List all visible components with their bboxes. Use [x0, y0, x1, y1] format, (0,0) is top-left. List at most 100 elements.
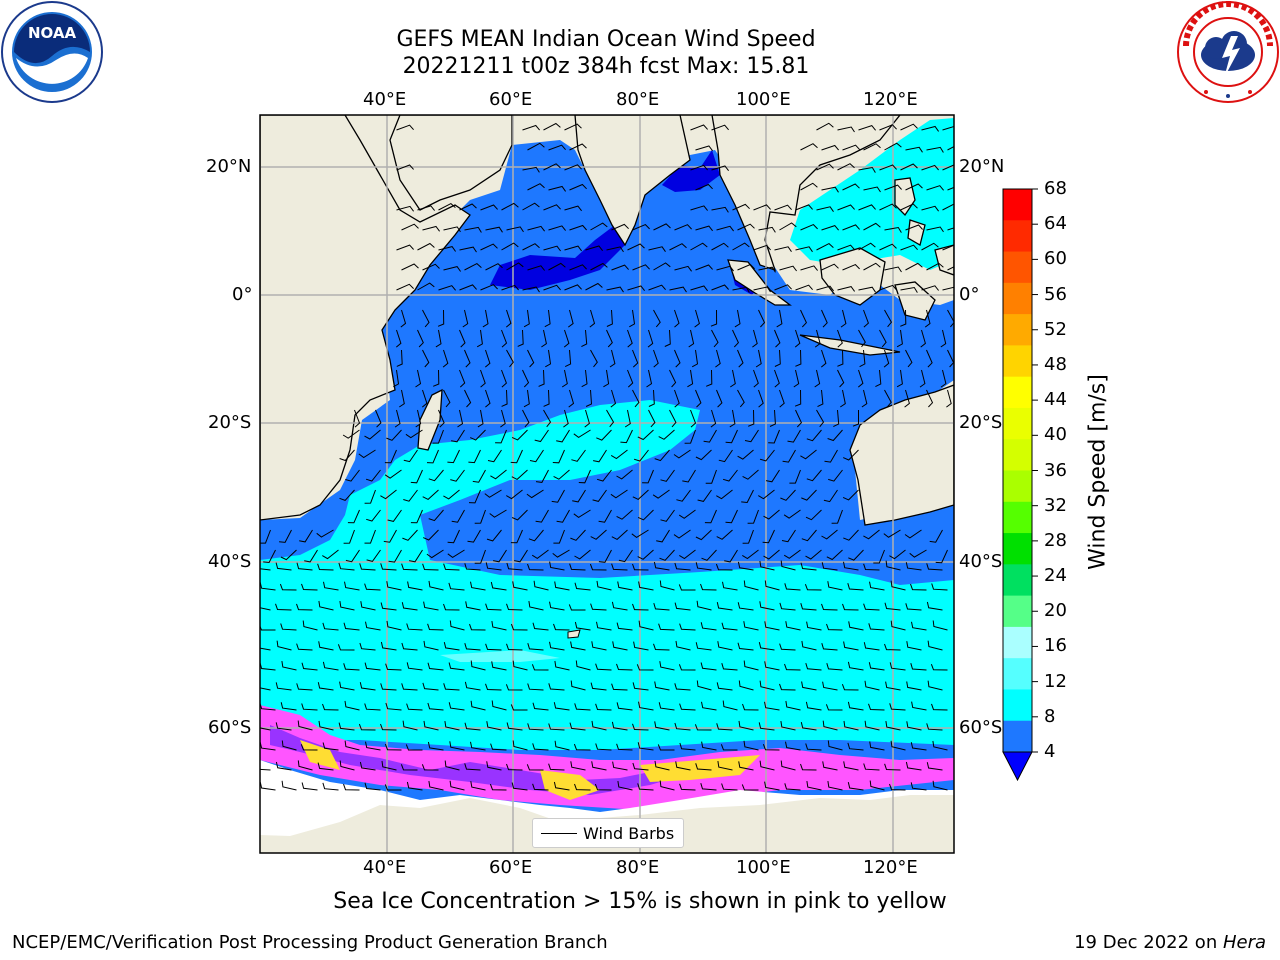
- wind-barb: [318, 600, 334, 611]
- wind-barb: [506, 722, 523, 731]
- wind-barb: [344, 700, 360, 711]
- wind-barb: [487, 449, 502, 463]
- wind-barb: [780, 721, 796, 731]
- wind-barb: [638, 620, 654, 631]
- wind-barb: [275, 682, 292, 691]
- wind-barb: [695, 562, 712, 571]
- wind-barb: [932, 620, 948, 631]
- wind-barb: [884, 763, 901, 771]
- wind-barb: [858, 166, 876, 173]
- wind-barb: [627, 369, 634, 388]
- wind-barb: [716, 489, 733, 500]
- wind-barb: [744, 429, 759, 443]
- wind-barb: [806, 469, 822, 482]
- wind-barb: [388, 549, 402, 563]
- wind-barb: [512, 740, 528, 751]
- wind-barb: [885, 681, 901, 691]
- wind-barb: [527, 225, 545, 232]
- wind-barb: [590, 682, 607, 691]
- wind-barb: [669, 409, 677, 428]
- wind-barb: [715, 349, 721, 368]
- colorbar-tick-label: 4: [1044, 741, 1056, 762]
- wind-barb: [470, 781, 486, 791]
- wind-barb: [572, 489, 586, 503]
- wind-barb: [776, 309, 783, 328]
- wind-barb: [474, 509, 486, 524]
- wind-barb: [593, 449, 607, 463]
- right-lat-label-0: 0°: [959, 284, 980, 305]
- wind-barb: [339, 760, 355, 771]
- wind-barb: [338, 722, 355, 731]
- wind-barb: [570, 761, 586, 771]
- wind-barb: [947, 266, 954, 271]
- wind-barb: [594, 783, 612, 791]
- wind-barb: [364, 429, 381, 440]
- wind-barb: [606, 409, 615, 428]
- wind-barb: [837, 163, 855, 171]
- wind-barb: [732, 286, 750, 293]
- wind-barb: [611, 721, 628, 731]
- wind-barb: [947, 309, 954, 328]
- ocean-wind-8-12-south: [260, 400, 954, 750]
- wind-barb: [863, 529, 880, 540]
- wind-barb: [805, 662, 822, 671]
- wind-barb: [543, 122, 561, 131]
- wind-barb: [632, 224, 650, 231]
- wind-barb: [932, 740, 948, 751]
- wind-barb: [385, 663, 402, 671]
- wind-barb: [753, 204, 771, 211]
- wind-barb: [926, 601, 943, 611]
- wind-barb: [711, 329, 719, 348]
- wind-barb: [396, 124, 414, 131]
- wind-barb: [926, 389, 934, 408]
- wind-barb: [884, 142, 902, 151]
- wind-barb: [422, 489, 439, 500]
- wind-barb: [606, 329, 613, 348]
- wind-barb: [596, 469, 612, 482]
- wind-barb: [779, 643, 796, 651]
- wind-barb: [549, 601, 565, 611]
- wind-barb: [527, 683, 544, 691]
- wind-barb-legend-label: Wind Barbs: [583, 823, 675, 843]
- wind-barb: [800, 309, 807, 328]
- wind-barb: [573, 429, 591, 439]
- wind-barb: [653, 309, 661, 328]
- wind-barb: [522, 202, 540, 211]
- wind-barb: [774, 284, 792, 291]
- wind-barb: [800, 265, 818, 271]
- wind-barb: [401, 563, 418, 571]
- wind-barb: [531, 549, 549, 560]
- ocean-wind-0-4-bengal: [662, 150, 720, 192]
- wind-barb: [570, 529, 586, 541]
- wind-barb: [653, 561, 670, 571]
- wind-barb: [863, 309, 869, 328]
- wind-barb: [884, 226, 902, 233]
- wind-barb: [762, 529, 775, 544]
- wind-barb: [432, 429, 444, 444]
- wind-barb: [821, 263, 839, 271]
- wind-barb: [611, 683, 628, 691]
- wind-barb: [598, 509, 612, 523]
- wind-barb: [506, 643, 523, 651]
- wind-barb: [921, 205, 940, 212]
- wind-barb: [633, 449, 649, 462]
- wind-barb: [422, 682, 439, 691]
- wind-barb: [737, 389, 745, 408]
- wind-barb: [427, 702, 444, 711]
- wind-barb: [868, 623, 885, 631]
- wind-barb: [827, 781, 843, 791]
- wind-barb: [859, 349, 866, 368]
- wind-barb: [526, 764, 544, 771]
- sumatra-land: [727, 259, 792, 306]
- wind-barb: [764, 661, 780, 671]
- wind-barb: [743, 740, 759, 751]
- wind-barb: [737, 263, 755, 271]
- wind-barb: [470, 700, 486, 711]
- footer-date-text: 19 Dec 2022 on: [1074, 932, 1223, 953]
- wind-barb: [485, 562, 502, 571]
- wind-barb: [942, 125, 954, 131]
- wind-barb: [879, 243, 897, 251]
- wind-barb: [700, 783, 717, 791]
- wind-barb: [675, 640, 691, 651]
- wind-barb: [401, 683, 418, 691]
